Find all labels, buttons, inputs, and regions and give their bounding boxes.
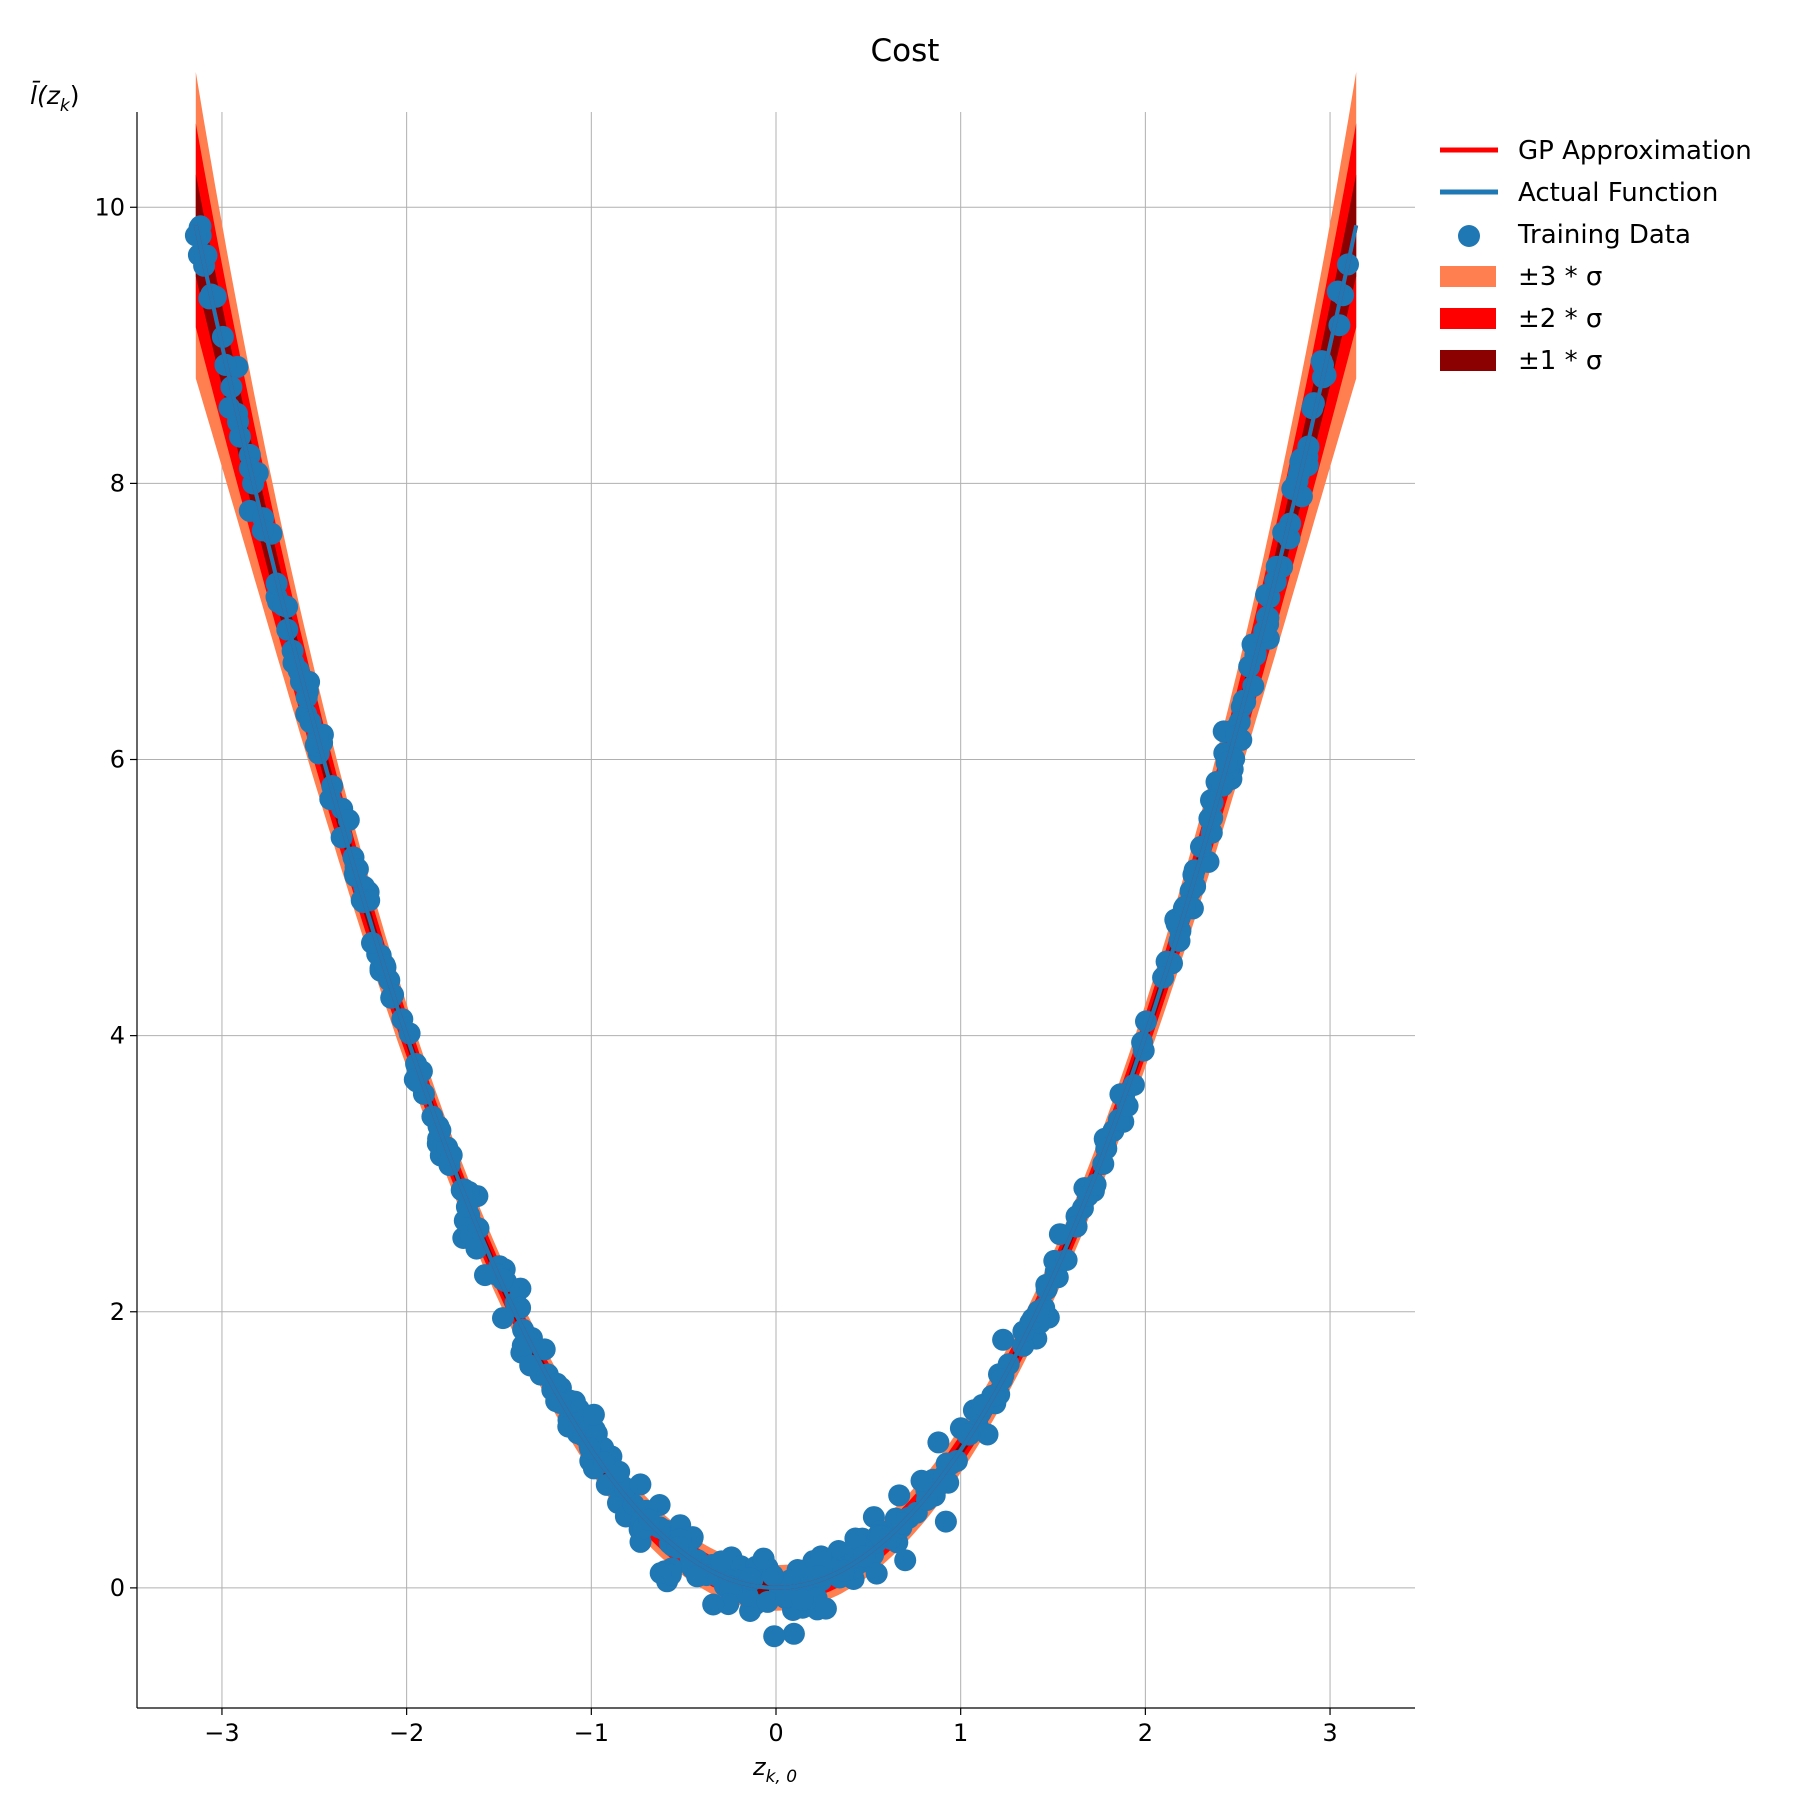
function-lines	[193, 224, 1359, 1590]
training-point	[756, 1590, 779, 1613]
legend-patch-swatch	[1440, 350, 1496, 371]
x-axis-label-sub: k, 0	[766, 1767, 797, 1787]
training-point	[934, 1510, 957, 1533]
y-ticks: 0 2 4 6 8 10	[94, 193, 137, 1602]
training-point	[629, 1473, 652, 1496]
x-tick-label: −1	[574, 1719, 609, 1747]
x-tick-label: −2	[389, 1719, 424, 1747]
training-point	[686, 1565, 709, 1588]
training-point	[894, 1549, 917, 1572]
training-point	[492, 1307, 514, 1330]
y-axis-label-close: )	[70, 81, 80, 110]
training-point	[782, 1622, 805, 1645]
x-tick-label: 2	[1138, 1719, 1153, 1747]
legend-label: ±3 * σ	[1518, 262, 1602, 292]
training-point	[865, 1562, 888, 1585]
grid-lines	[137, 112, 1415, 1708]
training-data-points	[184, 215, 1359, 1648]
legend-label: ±1 * σ	[1518, 346, 1602, 376]
training-point	[888, 1484, 911, 1507]
training-point	[935, 1452, 958, 1475]
y-tick-label: 6	[110, 746, 125, 774]
training-point	[582, 1403, 605, 1426]
training-point	[702, 1593, 725, 1616]
training-point	[1048, 1223, 1071, 1246]
y-tick-label: 8	[110, 469, 125, 497]
legend-label: Actual Function	[1518, 178, 1718, 208]
y-axis-label: l̄(zk)	[30, 80, 79, 116]
training-point	[593, 1451, 616, 1474]
training-point	[649, 1562, 672, 1585]
legend-patch-swatch	[1440, 266, 1496, 287]
y-tick-label: 0	[110, 1574, 125, 1602]
training-point	[810, 1545, 833, 1568]
training-point	[184, 224, 207, 247]
training-point	[710, 1550, 733, 1573]
x-axis-label: zk, 0	[752, 1753, 797, 1787]
x-ticks: −3 −2 −1 0 1 2 3	[204, 1708, 1338, 1747]
training-point	[763, 1625, 786, 1648]
legend-label: Training Data	[1517, 220, 1691, 250]
training-point	[752, 1547, 775, 1570]
training-point	[545, 1372, 568, 1395]
x-tick-label: 0	[768, 1719, 783, 1747]
training-point	[791, 1588, 814, 1611]
legend-marker-swatch	[1458, 225, 1480, 247]
y-tick-label: 2	[110, 1298, 125, 1326]
training-point	[910, 1469, 933, 1492]
training-point	[844, 1527, 867, 1550]
training-point	[927, 1431, 950, 1454]
chart-title: Cost	[871, 33, 940, 69]
y-axis-label-sub: k	[60, 96, 71, 116]
training-point	[761, 1564, 784, 1587]
x-tick-label: 1	[953, 1719, 968, 1747]
y-tick-label: 4	[110, 1022, 125, 1050]
legend-label: ±2 * σ	[1518, 304, 1602, 334]
training-point	[814, 1597, 837, 1620]
training-point	[474, 1264, 496, 1287]
y-tick-label: 10	[94, 193, 125, 221]
training-point	[533, 1338, 556, 1361]
training-point	[916, 1489, 938, 1511]
x-tick-label: −3	[204, 1719, 239, 1747]
y-axis-label-main: l̄(z	[30, 80, 61, 110]
legend: GP Approximation Actual Function Training …	[1440, 136, 1752, 376]
legend-label: GP Approximation	[1518, 136, 1752, 166]
x-tick-label: 3	[1322, 1719, 1337, 1747]
training-point	[992, 1328, 1015, 1351]
training-point	[976, 1423, 999, 1446]
x-axis-label-main: z	[752, 1753, 767, 1781]
actual-function-line	[193, 224, 1359, 1590]
legend-patch-swatch	[1440, 308, 1496, 329]
training-point	[509, 1277, 532, 1300]
training-point	[519, 1354, 542, 1377]
training-point	[251, 519, 274, 542]
